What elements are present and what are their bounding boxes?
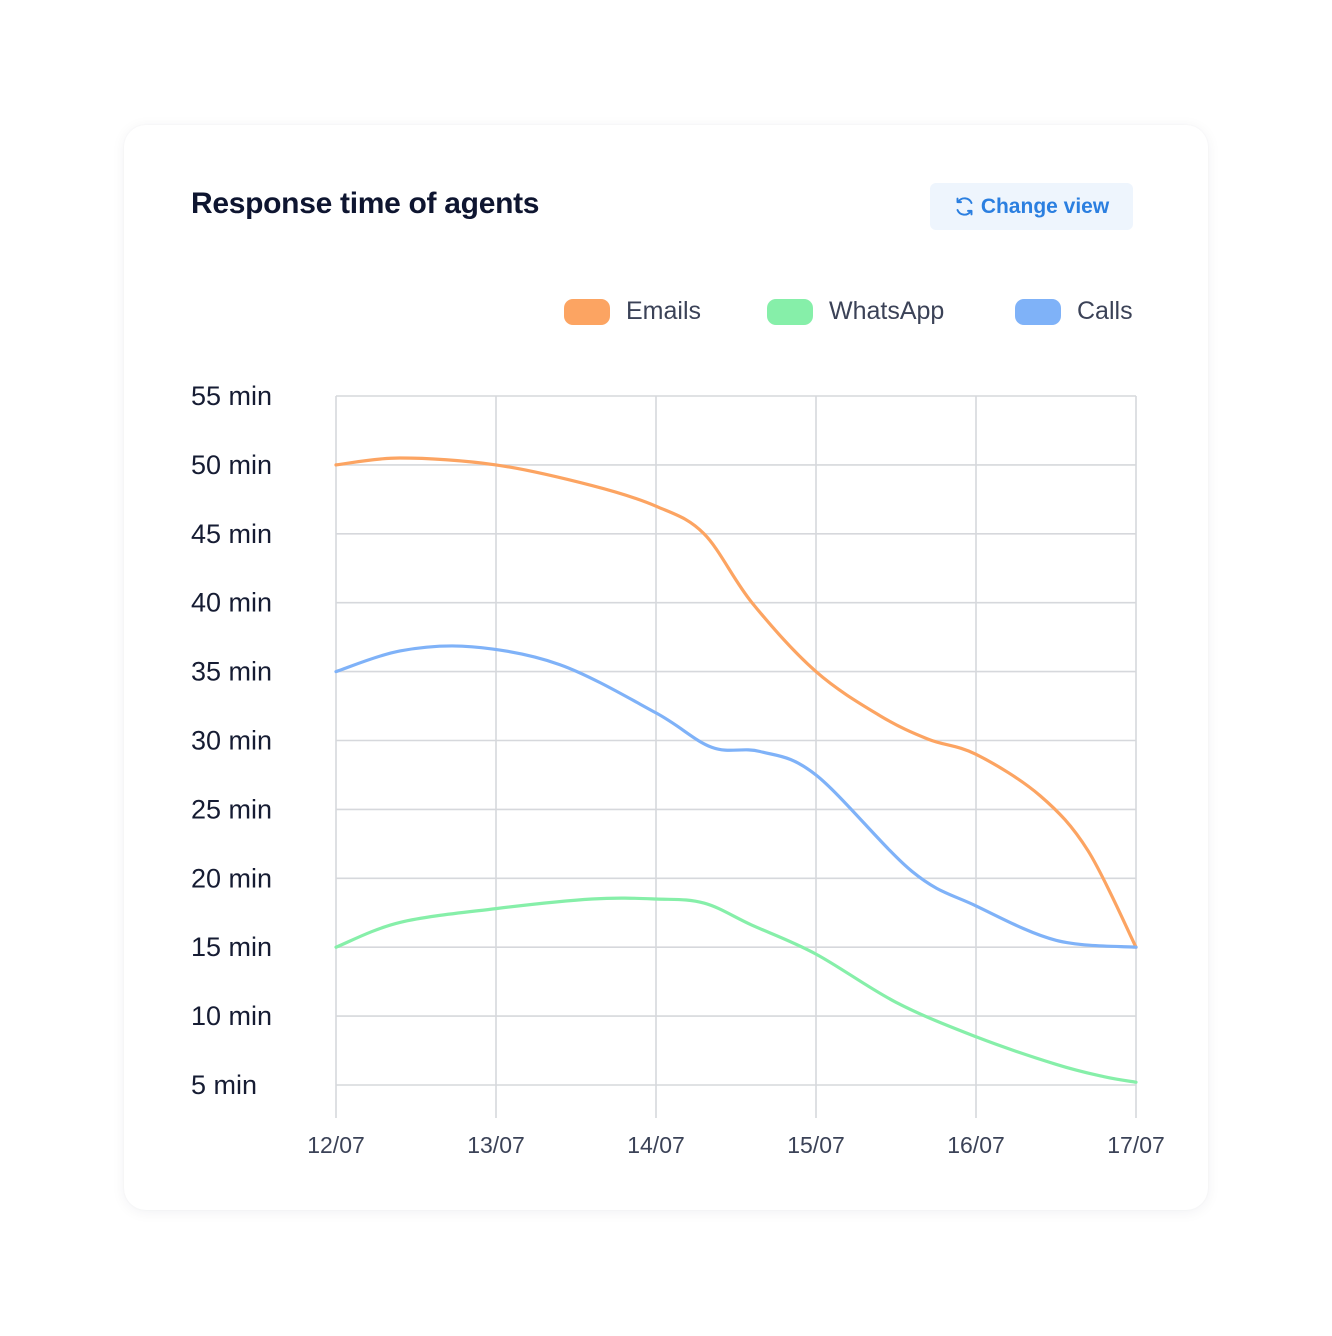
y-tick-label: 35 min (191, 657, 272, 687)
chart-title: Response time of agents (191, 187, 540, 220)
x-tick-label: 16/07 (947, 1132, 1005, 1158)
y-tick-label: 55 min (191, 381, 272, 411)
y-tick-label: 50 min (191, 450, 272, 480)
legend-item-whatsapp[interactable]: WhatsApp (767, 297, 944, 326)
y-tick-label: 25 min (191, 794, 272, 824)
change-view-button[interactable]: Change view (930, 183, 1133, 230)
x-tick-label: 15/07 (787, 1132, 845, 1158)
y-tick-label: 20 min (191, 863, 272, 893)
change-view-label: Change view (980, 194, 1110, 218)
legend-swatch-calls (1015, 298, 1061, 325)
legend-swatch-emails (564, 298, 610, 325)
y-tick-label: 30 min (191, 726, 272, 756)
chart-legend: Emails WhatsApp Calls (124, 297, 1208, 327)
refresh-icon (956, 197, 973, 216)
series-line-calls (334, 644, 1138, 949)
legend-label-emails: Emails (626, 297, 702, 325)
y-tick-label: 15 min (191, 932, 272, 962)
y-tick-label: 5 min (191, 1070, 257, 1100)
x-tick-label: 12/07 (307, 1132, 365, 1158)
legend-item-emails[interactable]: Emails (564, 297, 701, 326)
legend-label-calls: Calls (1077, 297, 1133, 325)
legend-swatch-whatsapp (767, 298, 813, 325)
y-tick-label: 45 min (191, 519, 272, 549)
series-line-emails (334, 456, 1138, 949)
y-tick-label: 40 min (191, 588, 272, 618)
series-line-whatsapp (334, 896, 1138, 1084)
x-tick-label: 17/07 (1107, 1132, 1165, 1158)
legend-label-whatsapp: WhatsApp (829, 297, 945, 325)
x-tick-label: 14/07 (627, 1132, 685, 1158)
y-tick-label: 10 min (191, 1001, 272, 1031)
chart-card: Response time of agents Change view Emai… (124, 125, 1208, 1210)
line-chart: 5 min 10 min 15 min 20 min 25 min 30 min 35 mi… (191, 381, 1165, 1158)
x-tick-label: 13/07 (467, 1132, 525, 1158)
legend-item-calls[interactable]: Calls (1015, 297, 1133, 326)
